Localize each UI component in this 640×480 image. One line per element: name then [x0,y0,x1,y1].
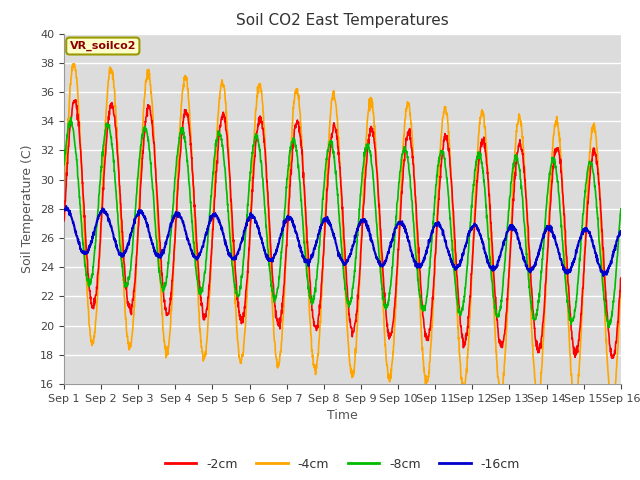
Title: Soil CO2 East Temperatures: Soil CO2 East Temperatures [236,13,449,28]
Y-axis label: Soil Temperature (C): Soil Temperature (C) [22,144,35,273]
Text: VR_soilco2: VR_soilco2 [70,41,136,51]
X-axis label: Time: Time [327,409,358,422]
Legend: -2cm, -4cm, -8cm, -16cm: -2cm, -4cm, -8cm, -16cm [160,453,525,476]
